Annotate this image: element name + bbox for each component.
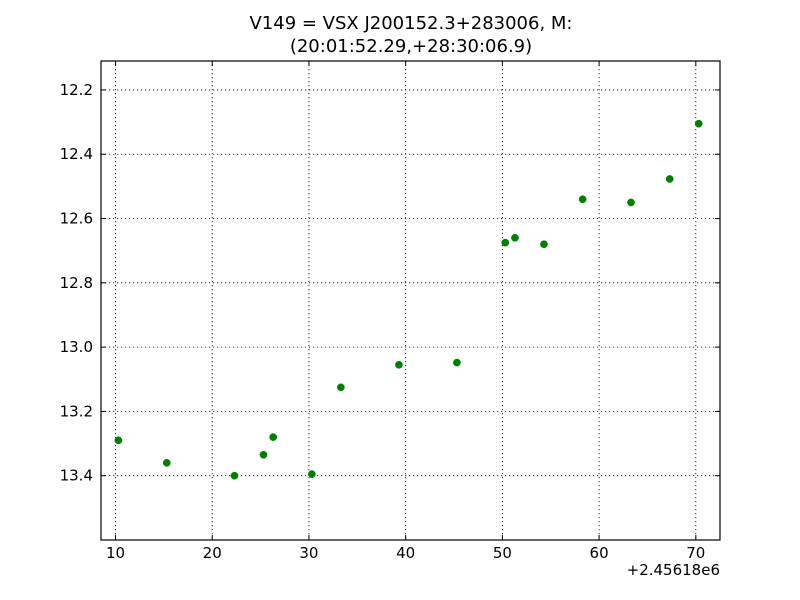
y-tick-label: 13.4 — [60, 467, 93, 485]
data-point — [230, 471, 239, 480]
x-tick-label: 30 — [299, 544, 318, 562]
data-point — [114, 436, 123, 445]
y-tick-label: 12.8 — [60, 274, 93, 292]
x-axis-offset-label: +2.45618e6 — [627, 561, 720, 579]
y-axis-tick-labels: 12.2 12.4 12.6 12.8 13.0 13.2 13.4 — [60, 81, 93, 485]
data-point — [694, 119, 703, 128]
data-point — [511, 233, 519, 242]
tick-marks — [101, 61, 720, 540]
x-tick-label: 10 — [106, 544, 125, 562]
data-point — [540, 240, 548, 249]
data-point — [453, 358, 461, 367]
data-point — [501, 238, 510, 247]
chart-title-line-2: (20:01:52.29,+28:30:06.9) — [290, 36, 532, 57]
data-point — [269, 433, 278, 441]
y-tick-label: 12.6 — [60, 210, 93, 228]
data-points — [114, 119, 703, 480]
data-point — [307, 470, 316, 478]
grid-lines — [101, 61, 720, 540]
data-point — [259, 450, 268, 459]
x-tick-label: 20 — [203, 544, 222, 562]
x-tick-label: 50 — [493, 544, 512, 562]
data-point — [395, 360, 403, 369]
plot-area-frame — [100, 60, 721, 541]
x-tick-label: 70 — [686, 544, 705, 562]
data-point — [665, 175, 674, 183]
data-point — [578, 195, 587, 204]
chart-title: V149 = VSX J200152.3+283006, M: (20:01:5… — [249, 13, 572, 57]
y-tick-label: 13.0 — [60, 338, 93, 356]
y-tick-label: 12.2 — [60, 81, 93, 99]
x-tick-label: 40 — [396, 544, 415, 562]
data-point — [162, 458, 171, 467]
x-tick-label: 60 — [590, 544, 609, 562]
data-point — [627, 198, 635, 207]
y-tick-label: 12.4 — [60, 145, 93, 163]
data-point — [337, 383, 345, 392]
chart-title-line-1: V149 = VSX J200152.3+283006, M: — [249, 13, 572, 34]
y-tick-label: 13.2 — [60, 402, 93, 420]
x-axis-tick-labels: 10 20 30 40 50 60 70 — [106, 544, 705, 562]
